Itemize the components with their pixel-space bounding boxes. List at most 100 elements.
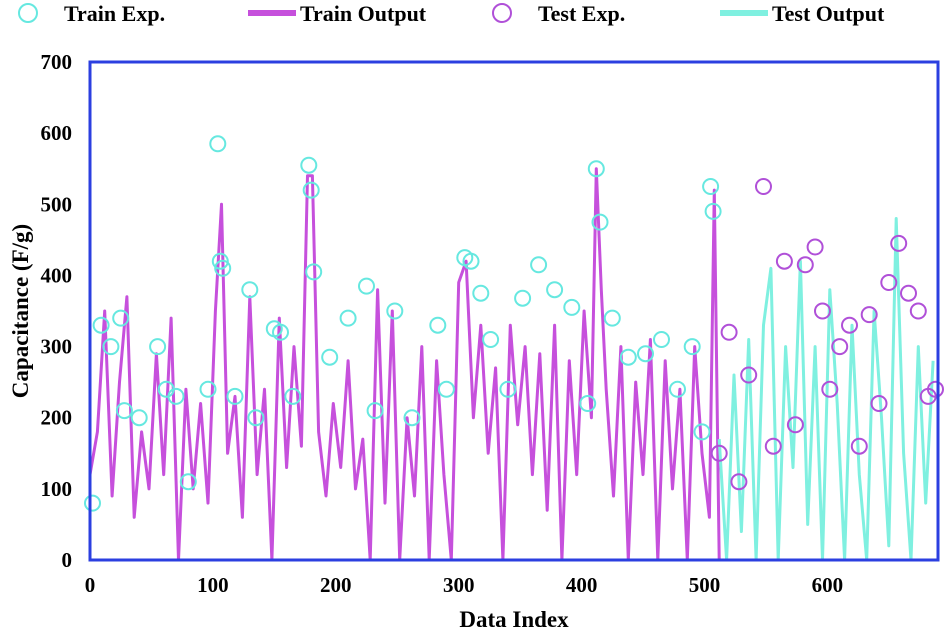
data-point-2 <box>786 416 804 434</box>
data-point-2 <box>814 302 831 320</box>
data-point-1 <box>300 156 318 174</box>
x-tick-label: 400 <box>566 573 598 597</box>
x-tick-label: 600 <box>812 573 844 597</box>
data-point-1 <box>92 316 110 334</box>
legend-label: Test Output <box>772 1 885 26</box>
data-point-2 <box>720 323 738 341</box>
data-point-1 <box>321 348 339 366</box>
x-axis-title: Data Index <box>459 607 569 632</box>
data-point-1 <box>241 281 259 299</box>
data-point-1 <box>603 309 621 327</box>
data-point-1 <box>386 302 404 320</box>
data-point-1 <box>366 402 384 420</box>
data-point-1 <box>358 277 375 295</box>
x-tick-label: 200 <box>320 573 352 597</box>
data-point-2 <box>806 238 824 256</box>
y-tick-label: 600 <box>41 121 73 145</box>
data-point-1 <box>437 380 455 398</box>
data-point-1 <box>669 380 686 398</box>
data-point-2 <box>900 284 917 302</box>
series-line-2 <box>717 217 935 562</box>
data-point-2 <box>710 444 728 462</box>
y-tick-label: 500 <box>41 192 73 216</box>
data-point-1 <box>693 423 711 441</box>
data-point-2 <box>860 306 878 324</box>
y-axis-title: Capacitance (F/g) <box>8 224 33 398</box>
data-point-1 <box>482 331 500 348</box>
data-point-1 <box>683 338 701 356</box>
series-line-1 <box>88 167 721 562</box>
data-point-1 <box>149 338 167 356</box>
x-tick-label: 500 <box>689 573 721 597</box>
data-point-1 <box>429 316 447 334</box>
x-tick-label: 300 <box>443 573 475 597</box>
data-point-2 <box>775 252 793 270</box>
data-point-2 <box>764 437 782 455</box>
legend-label: Train Exp. <box>64 1 165 26</box>
data-point-2 <box>880 274 898 291</box>
data-point-1 <box>115 402 133 420</box>
data-point-2 <box>927 380 944 398</box>
data-point-2 <box>831 338 849 356</box>
data-point-1 <box>403 409 421 427</box>
data-point-1 <box>167 387 185 405</box>
data-point-1 <box>130 409 148 427</box>
data-point-1 <box>272 323 289 341</box>
data-point-1 <box>591 213 609 231</box>
legend-label: Test Exp. <box>538 1 625 26</box>
data-point-1 <box>247 409 265 427</box>
data-point-1 <box>84 494 101 512</box>
data-point-1 <box>462 252 480 270</box>
legend-marker <box>492 3 512 23</box>
x-tick-label: 0 <box>85 573 96 597</box>
data-point-1 <box>226 387 244 405</box>
x-tick-label: 100 <box>197 573 229 597</box>
data-point-1 <box>499 380 517 398</box>
data-point-1 <box>214 259 232 277</box>
data-point-1 <box>472 284 490 302</box>
data-point-1 <box>339 309 357 327</box>
data-point-1 <box>637 345 654 363</box>
y-tick-label: 100 <box>41 477 73 501</box>
data-point-1 <box>302 181 320 199</box>
data-point-1 <box>211 252 229 270</box>
data-point-1 <box>199 380 217 398</box>
data-point-2 <box>821 380 839 398</box>
plot-area <box>84 135 944 562</box>
y-tick-label: 700 <box>41 50 73 74</box>
data-point-1 <box>704 202 722 220</box>
y-tick-label: 0 <box>62 548 73 572</box>
data-point-1 <box>702 178 720 195</box>
data-point-1 <box>514 289 532 307</box>
data-point-1 <box>530 256 548 274</box>
data-point-1 <box>112 309 130 327</box>
data-point-2 <box>870 395 888 412</box>
y-tick-label: 300 <box>41 335 73 359</box>
data-point-1 <box>653 331 670 348</box>
legend-label: Train Output <box>300 1 427 26</box>
data-point-1 <box>619 348 637 366</box>
data-point-2 <box>755 178 772 195</box>
y-axis-ticks: 0 100 200 300 400 500 600 700 <box>41 50 73 572</box>
data-point-1 <box>284 387 302 405</box>
data-point-1 <box>546 281 564 299</box>
data-point-1 <box>102 338 120 356</box>
data-point-1 <box>563 298 581 316</box>
data-point-1 <box>579 395 597 412</box>
data-point-2 <box>890 234 908 252</box>
data-point-2 <box>850 437 868 455</box>
data-point-2 <box>909 302 927 320</box>
data-point-2 <box>841 316 858 334</box>
y-tick-label: 400 <box>41 263 73 287</box>
plot-frame <box>88 60 940 562</box>
x-axis-ticks: 0 100 200 300 400 500 600 <box>85 573 843 597</box>
y-tick-label: 200 <box>41 406 73 430</box>
data-point-2 <box>730 473 748 491</box>
legend: Train Exp. Train Output Test Exp. Test Outp… <box>18 1 885 26</box>
data-point-2 <box>740 366 758 384</box>
data-point-1 <box>305 263 323 281</box>
data-point-1 <box>209 135 227 153</box>
legend-marker <box>18 3 38 23</box>
data-point-1 <box>179 473 197 491</box>
